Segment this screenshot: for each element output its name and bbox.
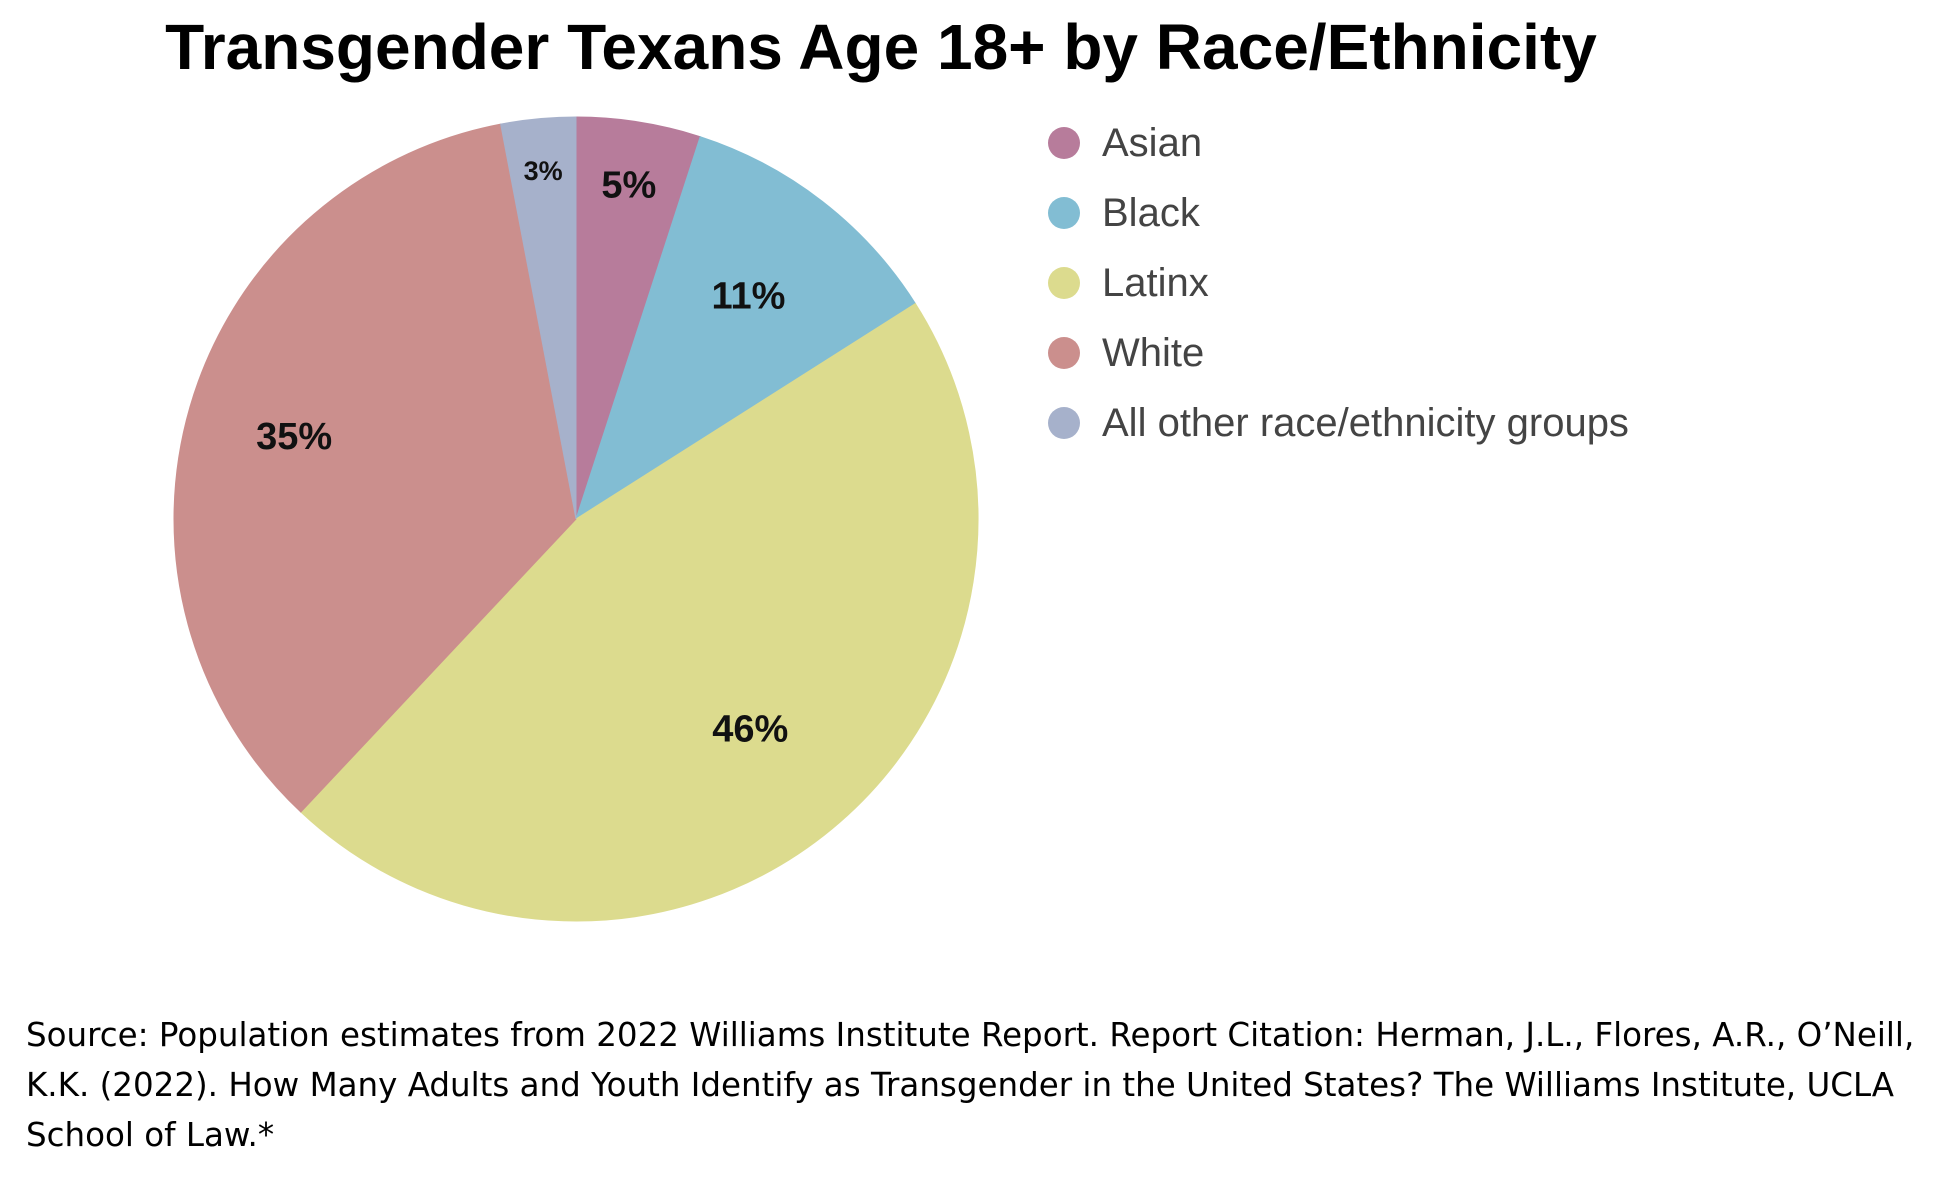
data-label-black: 11%	[711, 276, 785, 318]
chart-title: Transgender Texans Age 18+ by Race/Ethni…	[165, 11, 1597, 83]
legend-label-black: Black	[1102, 190, 1200, 235]
data-label-white: 35%	[256, 416, 332, 458]
pie-data-labels: 5% 11% 46% 35% 3%	[256, 156, 788, 751]
legend-label-asian: Asian	[1102, 120, 1203, 165]
pie-slice-latinx	[300, 302, 979, 922]
pie-slice-white	[173, 123, 577, 813]
legend-label-latinx: Latinx	[1102, 260, 1209, 305]
legend-swatch-asian	[1048, 127, 1080, 159]
legend-item-asian: Asian	[1048, 108, 1629, 178]
pie-slices	[173, 116, 979, 922]
legend-item-white: White	[1048, 318, 1629, 388]
source-citation: Source: Population estimates from 2022 W…	[26, 1016, 1915, 1154]
legend-swatch-latinx	[1048, 267, 1080, 299]
legend-swatch-white	[1048, 337, 1080, 369]
legend-item-latinx: Latinx	[1048, 248, 1629, 318]
chart-legend: Asian Black Latinx White All other race/ethn…	[1048, 108, 1629, 458]
legend-swatch-all-other-race-ethnicity-groups	[1048, 407, 1080, 439]
pie-slice-black	[575, 136, 917, 521]
legend-label-all-other-race-ethnicity-groups: All other race/ethnicity groups	[1102, 400, 1629, 445]
legend-item-all-other-race-ethnicity-groups: All other race/ethnicity groups	[1048, 388, 1629, 458]
data-label-asian: 5%	[601, 164, 656, 206]
legend-swatch-black	[1048, 197, 1080, 229]
legend-label-white: White	[1102, 330, 1205, 375]
data-label-all-other-race-ethnicity-groups: 3%	[524, 156, 563, 186]
legend-item-black: Black	[1048, 178, 1629, 248]
pie-slice-all-other-race-ethnicity-groups	[500, 116, 577, 520]
data-label-latinx: 46%	[712, 709, 788, 751]
